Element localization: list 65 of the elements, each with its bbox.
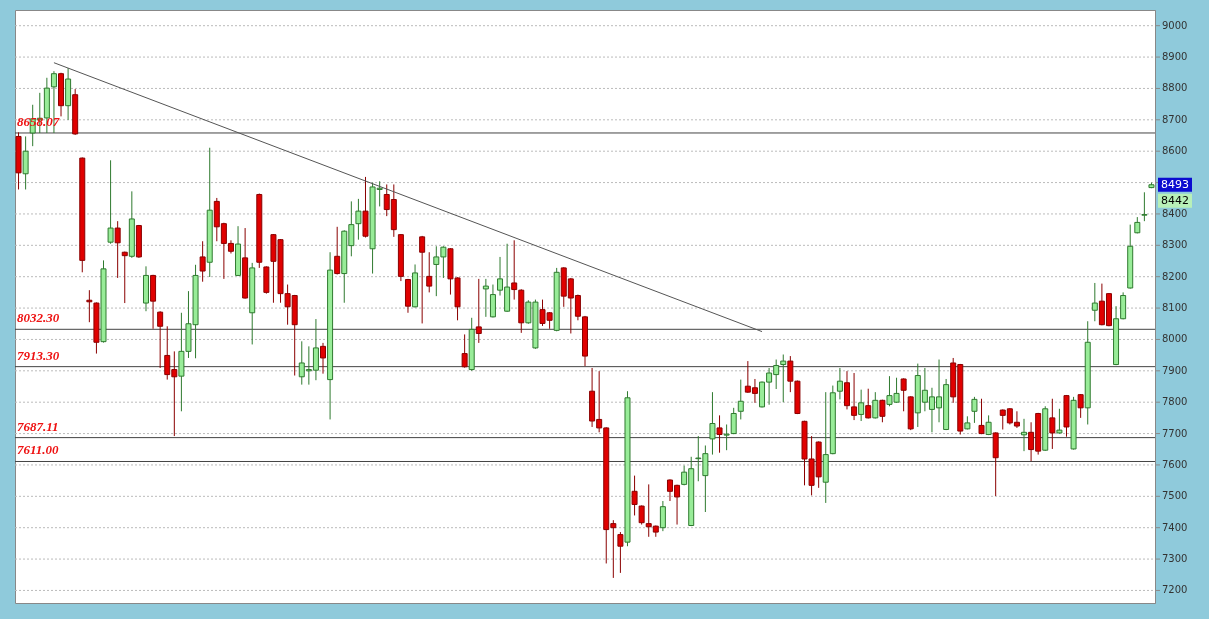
candlestick — [511, 239, 518, 301]
y-tick-label: 8400 — [1162, 207, 1188, 219]
candlestick — [475, 278, 482, 344]
y-tick-label: 7500 — [1162, 490, 1188, 502]
y-tick-label: 8300 — [1162, 239, 1188, 251]
candlestick — [121, 251, 128, 304]
candlestick — [1049, 398, 1056, 450]
y-tick-label: 8700 — [1162, 113, 1188, 125]
y-tick-label: 8000 — [1162, 333, 1188, 345]
candlestick — [461, 333, 468, 369]
candlestick — [355, 198, 362, 241]
candlestick — [723, 423, 730, 451]
y-tick-label: 8200 — [1162, 270, 1188, 282]
ref-line-label: 8032.30 — [17, 310, 60, 326]
candlestick — [709, 391, 716, 456]
y-tick-label: 7800 — [1162, 396, 1188, 408]
candlestick — [730, 407, 737, 435]
y-tick-label: 8100 — [1162, 302, 1188, 314]
candlestick — [638, 504, 645, 526]
candlestick — [482, 278, 489, 318]
candlestick — [900, 377, 907, 412]
y-tick-label: 9000 — [1162, 19, 1188, 31]
candlestick — [419, 235, 426, 324]
candlestick — [843, 370, 850, 410]
candlestick — [1056, 408, 1063, 435]
candlestick — [199, 240, 206, 283]
annotation: 8442 — [1161, 193, 1189, 207]
y-tick-label: 7600 — [1162, 458, 1188, 470]
candlestick — [851, 372, 858, 421]
ref-line-label: 7913.30 — [17, 347, 60, 363]
y-tick-label: 7700 — [1162, 427, 1188, 439]
ref-line-label: 7687.11 — [17, 418, 59, 434]
candlestick — [836, 367, 843, 400]
candlestick — [865, 388, 872, 420]
candlestick — [334, 226, 341, 275]
candlestick — [780, 354, 787, 403]
candlestick — [1021, 418, 1028, 452]
ref-line-label: 7611.00 — [17, 442, 60, 458]
candlestick — [971, 396, 978, 424]
candlestick — [114, 220, 121, 279]
candlestick — [631, 475, 638, 516]
candlestick — [978, 398, 985, 435]
y-tick-label: 7200 — [1162, 584, 1188, 596]
candlestick — [617, 531, 624, 574]
y-tick-label: 8800 — [1162, 82, 1188, 94]
y-tick-label: 7400 — [1162, 521, 1188, 533]
annotation: 8493 — [1161, 177, 1189, 191]
y-tick-label: 7300 — [1162, 553, 1188, 565]
candlestick — [426, 251, 433, 293]
candlestick — [716, 414, 723, 454]
candlestick — [1141, 191, 1148, 222]
y-tick-label: 7900 — [1162, 364, 1188, 376]
candlestick — [157, 310, 164, 369]
candlestick — [320, 342, 327, 375]
candlestick — [1077, 393, 1084, 419]
candlestick — [872, 391, 879, 420]
y-tick-label: 8600 — [1162, 145, 1188, 157]
candlestick — [659, 500, 666, 532]
candlestick — [858, 389, 865, 422]
candlestick — [107, 159, 114, 245]
candlestick — [489, 284, 496, 318]
candlestick — [22, 135, 29, 190]
y-tick-label: 8900 — [1162, 51, 1188, 63]
candlestick — [737, 379, 744, 420]
candlestick — [1091, 282, 1098, 322]
